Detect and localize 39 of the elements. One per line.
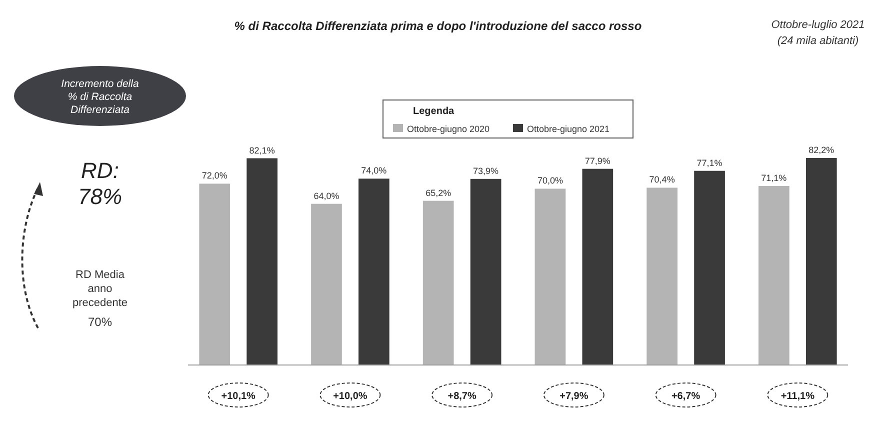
text: +10,1% [221, 391, 256, 402]
bar [199, 184, 230, 365]
data-label: 77,1% [696, 158, 722, 168]
data-label: 64,0% [314, 190, 340, 201]
text: RD: 78% [78, 158, 122, 209]
data-label: 72,0% [202, 170, 228, 181]
data-label: 71,1% [761, 172, 787, 183]
bar [422, 200, 454, 365]
bar [646, 188, 678, 365]
data-label: 74,0% [361, 166, 387, 176]
bar [311, 204, 342, 365]
data-label: 70,4% [649, 174, 675, 185]
bar [246, 158, 278, 365]
data-label: 70,0% [537, 176, 563, 186]
bar [582, 168, 614, 365]
text: +7,9% [560, 391, 588, 402]
text: 70% [88, 315, 112, 329]
data-label: 77,9% [584, 156, 610, 166]
text: +10,0% [333, 391, 368, 402]
legend-label: Ottobre-giugno 2020 [407, 124, 490, 134]
chart-title: % di Raccolta Differenziata prima e dopo l'introduzione del sacco rosso [234, 19, 642, 33]
data-label: 73,9% [473, 166, 499, 176]
data-label: 82,1% [249, 145, 275, 156]
text: Incremento della % di Raccolta Differenziata [61, 78, 139, 116]
bar [758, 186, 790, 365]
text: +8,7% [448, 391, 476, 402]
legend-title: Legenda [413, 106, 455, 117]
legend-label: Ottobre-giugno 2021 [527, 124, 610, 134]
data-label: 82,2% [808, 145, 834, 155]
text: RD Media anno precedente [72, 269, 128, 309]
bar [534, 188, 566, 365]
bar [806, 158, 837, 365]
text: Ottobre-luglio 2021 (24 mila abitanti) [771, 19, 865, 47]
text: +6,7% [671, 391, 700, 402]
data-label: 65,2% [426, 188, 452, 198]
text: +11,1% [780, 391, 815, 402]
bar [694, 170, 725, 365]
bar [358, 178, 390, 365]
bar [470, 178, 502, 365]
